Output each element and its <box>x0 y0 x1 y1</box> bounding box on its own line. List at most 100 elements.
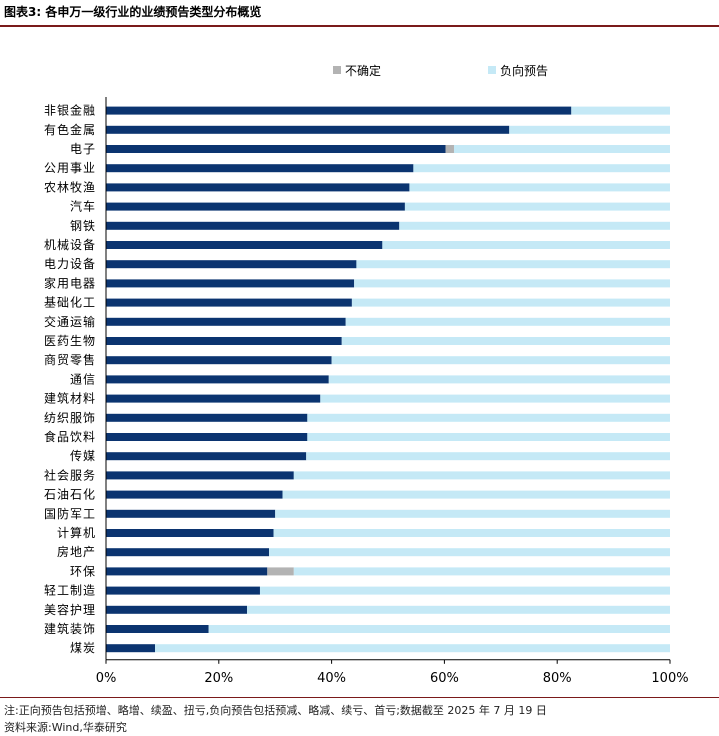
bar-segment-0 <box>106 241 383 249</box>
bar-segment-0 <box>106 509 276 518</box>
bar-segment-0 <box>106 529 274 537</box>
category-label: 房地产 <box>57 544 96 559</box>
category-label: 公用事业 <box>44 161 96 175</box>
bar-segment-2 <box>273 529 670 537</box>
bar-segment-2 <box>571 106 670 115</box>
bar-segment-0 <box>106 106 572 115</box>
category-label: 非银金融 <box>44 103 96 118</box>
chart-title: 图表3: 各申万一级行业的业绩预告类型分布概览 <box>4 5 262 19</box>
x-tick-label: 0% <box>96 671 117 686</box>
bar-segment-0 <box>106 298 352 307</box>
category-label: 通信 <box>70 372 96 386</box>
chart-legend: 不确定 负向预告 <box>333 63 548 78</box>
bar-segment-2 <box>259 586 670 595</box>
bar-segment-2 <box>404 202 670 211</box>
category-label: 纺织服饰 <box>44 411 96 425</box>
legend-label: 不确定 <box>345 63 381 78</box>
bar-segment-0 <box>106 125 510 134</box>
bar-segment-2 <box>509 125 670 134</box>
category-label: 食品饮料 <box>44 429 96 444</box>
bar-segment-2 <box>345 317 670 326</box>
category-label: 石油石化 <box>44 488 96 502</box>
bar-segment-2 <box>268 548 670 557</box>
source-note: 资料来源:Wind,华泰研究 <box>4 721 127 734</box>
bar-segment-0 <box>106 413 308 422</box>
category-label: 医药生物 <box>44 334 96 348</box>
bar-segment-2 <box>382 241 670 249</box>
category-label: 机械设备 <box>44 237 96 252</box>
bar-segment-0 <box>106 490 283 499</box>
bar-segment-0 <box>106 356 332 365</box>
category-label: 环保 <box>70 564 96 578</box>
category-labels: 非银金融有色金属电子公用事业农林牧渔汽车钢铁机械设备电力设备家用电器基础化工交通… <box>44 103 96 656</box>
bar-segment-0 <box>106 605 247 614</box>
category-label: 传媒 <box>70 448 96 463</box>
bar-segment-0 <box>106 375 329 384</box>
bar-segment-0 <box>106 260 357 269</box>
category-label: 家用电器 <box>44 275 96 290</box>
bar-segment-0 <box>106 644 156 653</box>
bar-segment-0 <box>106 317 346 326</box>
bar-segment-1 <box>445 145 454 153</box>
bar-segment-0 <box>106 433 308 441</box>
bar-segment-0 <box>106 183 410 192</box>
category-label: 社会服务 <box>44 467 96 482</box>
footer-divider <box>0 697 719 698</box>
legend-swatch <box>333 66 341 74</box>
category-label: 建筑装饰 <box>44 621 96 636</box>
bar-segment-2 <box>307 433 670 441</box>
bar-segment-2 <box>341 337 670 345</box>
bar-segment-0 <box>106 471 294 480</box>
bar-segment-0 <box>106 279 355 288</box>
bar-segment-0 <box>106 202 405 211</box>
bar-segment-2 <box>399 221 670 230</box>
bar-segment-2 <box>331 356 670 365</box>
x-tick-label: 80% <box>543 671 572 686</box>
category-label: 轻工制造 <box>44 584 96 598</box>
category-label: 有色金属 <box>44 122 96 137</box>
bar-segment-0 <box>106 586 260 595</box>
bar-segment-1 <box>267 567 294 576</box>
bar-segment-2 <box>320 394 670 403</box>
category-label: 建筑材料 <box>44 391 96 406</box>
bar-segment-2 <box>356 260 670 269</box>
bar-segment-2 <box>328 375 670 384</box>
category-label: 商贸零售 <box>44 352 96 367</box>
bar-segment-2 <box>282 490 670 499</box>
x-tick-label: 40% <box>317 671 346 686</box>
bar-segment-2 <box>453 145 670 153</box>
bar-segment-2 <box>155 644 670 653</box>
x-tick-label: 100% <box>651 671 688 686</box>
category-label: 基础化工 <box>44 296 96 310</box>
bar-segment-0 <box>106 394 321 403</box>
bar-segment-0 <box>106 452 307 461</box>
category-label: 交通运输 <box>44 314 96 329</box>
bar-segment-2 <box>307 413 670 422</box>
bar-segment-0 <box>106 337 342 345</box>
category-label: 农林牧渔 <box>44 180 96 194</box>
category-label: 钢铁 <box>70 219 96 233</box>
bar-segment-0 <box>106 625 209 633</box>
bar-segment-2 <box>351 298 670 307</box>
x-tick-label: 60% <box>430 671 459 686</box>
bar-segment-2 <box>409 183 670 192</box>
bar-segment-2 <box>354 279 670 288</box>
bar-segment-2 <box>293 471 670 480</box>
bar-segment-2 <box>306 452 670 461</box>
bar-segment-2 <box>275 509 670 518</box>
footnote: 注:正向预告包括预增、略增、续盈、扭亏,负向预告包括预减、略减、续亏、首亏;数据… <box>4 704 547 717</box>
bar-segment-0 <box>106 221 400 230</box>
category-label: 计算机 <box>57 525 96 540</box>
legend-label: 负向预告 <box>500 63 548 78</box>
bar-segment-2 <box>247 605 670 614</box>
bar-segment-2 <box>293 567 670 576</box>
bar-group <box>106 106 670 653</box>
bar-segment-2 <box>208 625 670 633</box>
category-label: 煤炭 <box>70 641 96 655</box>
category-label: 美容护理 <box>44 602 96 617</box>
legend-swatch <box>488 66 496 74</box>
category-label: 汽车 <box>70 199 96 214</box>
bar-segment-0 <box>106 145 446 153</box>
category-label: 电力设备 <box>44 257 96 271</box>
